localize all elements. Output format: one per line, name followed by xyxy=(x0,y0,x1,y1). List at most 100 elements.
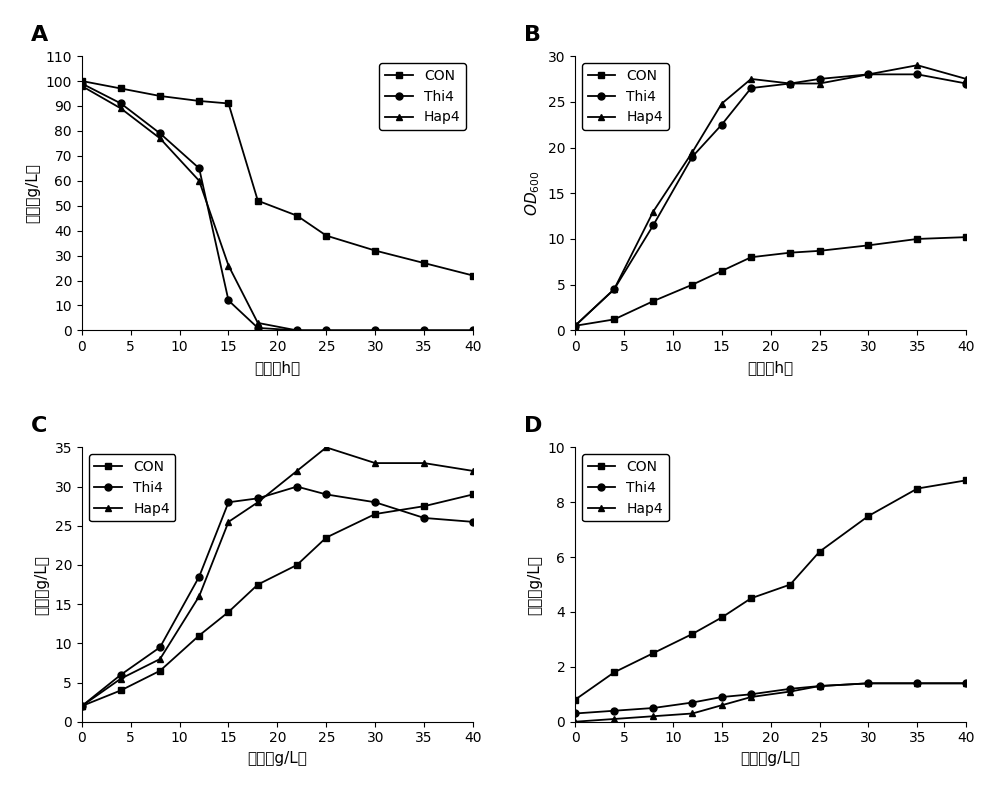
Thi4 xyxy=(608,285,620,294)
Thi4 xyxy=(911,679,923,688)
Thi4 xyxy=(252,494,264,503)
CON xyxy=(320,533,332,543)
Thi4 xyxy=(647,221,659,230)
Thi4 xyxy=(76,702,88,711)
Thi4 xyxy=(222,498,234,507)
Hap4 xyxy=(814,79,826,89)
Hap4 xyxy=(784,79,796,89)
Thi4 xyxy=(320,326,332,335)
Line: CON: CON xyxy=(78,78,476,279)
Y-axis label: 乙醇（g/L）: 乙醇（g/L） xyxy=(34,554,49,615)
CON xyxy=(76,76,88,85)
Thi4 xyxy=(608,706,620,716)
Thi4 xyxy=(291,482,303,491)
CON xyxy=(291,211,303,221)
CON xyxy=(154,666,166,676)
CON xyxy=(911,234,923,244)
Thi4 xyxy=(154,642,166,652)
CON xyxy=(814,246,826,255)
Text: B: B xyxy=(524,25,541,45)
CON xyxy=(784,580,796,589)
Hap4 xyxy=(154,134,166,143)
Hap4 xyxy=(745,692,757,702)
CON xyxy=(193,630,205,640)
Hap4 xyxy=(252,498,264,507)
Thi4 xyxy=(862,679,874,688)
CON xyxy=(862,240,874,250)
Thi4 xyxy=(320,490,332,499)
Y-axis label: 残糖（g/L）: 残糖（g/L） xyxy=(25,163,40,223)
Line: Thi4: Thi4 xyxy=(78,483,476,710)
Hap4 xyxy=(647,206,659,216)
Hap4 xyxy=(784,687,796,696)
Y-axis label: 甘油（g/L）: 甘油（g/L） xyxy=(527,554,542,615)
Hap4 xyxy=(76,81,88,91)
Thi4 xyxy=(960,679,972,688)
Line: Thi4: Thi4 xyxy=(572,679,970,717)
Thi4 xyxy=(960,79,972,89)
Thi4 xyxy=(418,513,430,523)
Hap4 xyxy=(647,711,659,721)
Thi4 xyxy=(291,326,303,335)
Thi4 xyxy=(716,120,728,130)
Hap4 xyxy=(686,709,698,718)
CON xyxy=(76,702,88,711)
CON xyxy=(115,84,127,93)
CON xyxy=(252,580,264,589)
CON xyxy=(369,246,381,255)
CON xyxy=(686,280,698,290)
CON xyxy=(745,252,757,262)
X-axis label: 时间（g/L）: 时间（g/L） xyxy=(741,751,801,766)
CON xyxy=(911,484,923,494)
Hap4 xyxy=(467,326,479,335)
Line: Thi4: Thi4 xyxy=(78,80,476,334)
Line: Hap4: Hap4 xyxy=(78,444,476,710)
Thi4 xyxy=(814,681,826,691)
Thi4 xyxy=(745,690,757,699)
Thi4 xyxy=(418,326,430,335)
Thi4 xyxy=(115,99,127,108)
Legend: CON, Thi4, Hap4: CON, Thi4, Hap4 xyxy=(582,454,669,521)
CON xyxy=(418,501,430,511)
Text: C: C xyxy=(31,416,47,437)
Hap4 xyxy=(320,443,332,452)
Thi4 xyxy=(222,296,234,305)
Thi4 xyxy=(647,703,659,713)
CON xyxy=(569,321,581,331)
CON xyxy=(745,593,757,603)
Thi4 xyxy=(467,517,479,527)
Hap4 xyxy=(154,654,166,664)
Thi4 xyxy=(115,670,127,679)
Line: CON: CON xyxy=(572,233,970,329)
CON xyxy=(862,511,874,520)
X-axis label: 时间（h）: 时间（h） xyxy=(254,360,300,375)
CON xyxy=(569,695,581,705)
Thi4 xyxy=(369,498,381,507)
CON xyxy=(716,613,728,623)
Thi4 xyxy=(569,321,581,331)
X-axis label: 时间（g/L）: 时间（g/L） xyxy=(247,751,307,766)
Thi4 xyxy=(784,684,796,694)
CON xyxy=(960,475,972,485)
CON xyxy=(320,231,332,240)
Hap4 xyxy=(960,679,972,688)
Thi4 xyxy=(193,572,205,581)
CON xyxy=(960,233,972,242)
Legend: CON, Thi4, Hap4: CON, Thi4, Hap4 xyxy=(89,454,175,521)
Thi4 xyxy=(686,152,698,161)
Hap4 xyxy=(686,147,698,157)
CON xyxy=(784,248,796,257)
Hap4 xyxy=(814,681,826,691)
Hap4 xyxy=(193,592,205,601)
Hap4 xyxy=(222,261,234,271)
Thi4 xyxy=(569,709,581,718)
Hap4 xyxy=(369,458,381,467)
Line: CON: CON xyxy=(78,491,476,710)
Hap4 xyxy=(467,466,479,475)
Thi4 xyxy=(745,83,757,93)
Thi4 xyxy=(862,70,874,79)
Thi4 xyxy=(716,692,728,702)
CON xyxy=(291,560,303,570)
Line: Hap4: Hap4 xyxy=(78,82,476,334)
CON xyxy=(115,686,127,695)
